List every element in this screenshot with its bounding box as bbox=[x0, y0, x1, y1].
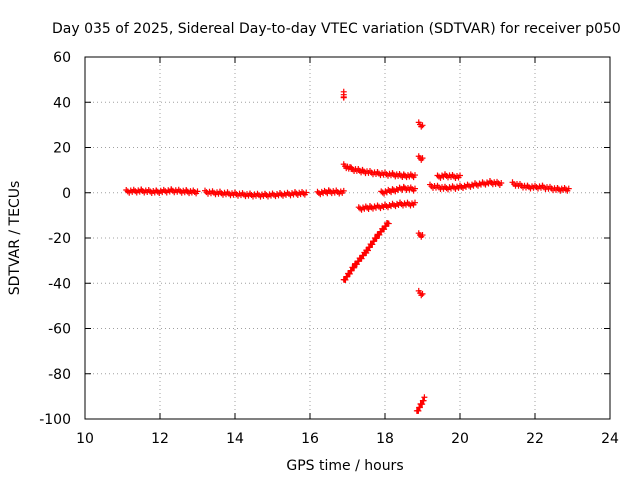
y-tick-label: -60 bbox=[48, 322, 71, 338]
x-tick-label: 18 bbox=[376, 431, 394, 447]
chart-title: Day 035 of 2025, Sidereal Day-to-day VTE… bbox=[52, 21, 621, 37]
y-tick-label: -80 bbox=[48, 367, 71, 383]
y-axis-label: SDTVAR / TECUs bbox=[7, 181, 23, 296]
y-tick-label: 40 bbox=[53, 95, 71, 111]
y-tick-label: 20 bbox=[53, 141, 71, 157]
x-tick-label: 12 bbox=[151, 431, 169, 447]
y-tick-label: -20 bbox=[48, 231, 71, 247]
y-tick-label: -40 bbox=[48, 276, 71, 292]
x-tick-label: 20 bbox=[451, 431, 469, 447]
y-tick-label: 0 bbox=[62, 186, 71, 202]
x-tick-label: 22 bbox=[526, 431, 544, 447]
x-tick-label: 14 bbox=[226, 431, 244, 447]
x-tick-label: 24 bbox=[601, 431, 619, 447]
x-tick-label: 16 bbox=[301, 431, 319, 447]
y-tick-label: 60 bbox=[53, 50, 71, 66]
y-tick-label: -100 bbox=[39, 412, 71, 428]
x-axis-label: GPS time / hours bbox=[286, 458, 403, 474]
x-tick-label: 10 bbox=[76, 431, 94, 447]
